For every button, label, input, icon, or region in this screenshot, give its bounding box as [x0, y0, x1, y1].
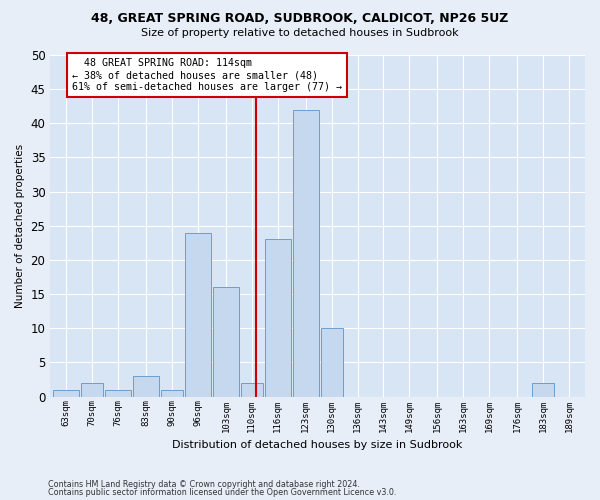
Bar	[185, 232, 211, 396]
Text: 48, GREAT SPRING ROAD, SUDBROOK, CALDICOT, NP26 5UZ: 48, GREAT SPRING ROAD, SUDBROOK, CALDICO…	[91, 12, 509, 26]
Text: Contains public sector information licensed under the Open Government Licence v3: Contains public sector information licen…	[48, 488, 397, 497]
Bar	[532, 383, 554, 396]
Text: Size of property relative to detached houses in Sudbrook: Size of property relative to detached ho…	[141, 28, 459, 38]
X-axis label: Distribution of detached houses by size in Sudbrook: Distribution of detached houses by size …	[172, 440, 463, 450]
Bar	[213, 288, 239, 397]
Bar	[81, 383, 103, 396]
Bar	[161, 390, 183, 396]
Bar	[320, 328, 343, 396]
Bar	[241, 383, 263, 396]
Text: 48 GREAT SPRING ROAD: 114sqm
← 38% of detached houses are smaller (48)
61% of se: 48 GREAT SPRING ROAD: 114sqm ← 38% of de…	[72, 58, 342, 92]
Bar	[53, 390, 79, 396]
Bar	[265, 240, 291, 396]
Bar	[133, 376, 159, 396]
Bar	[293, 110, 319, 397]
Bar	[105, 390, 131, 396]
Y-axis label: Number of detached properties: Number of detached properties	[15, 144, 25, 308]
Text: Contains HM Land Registry data © Crown copyright and database right 2024.: Contains HM Land Registry data © Crown c…	[48, 480, 360, 489]
